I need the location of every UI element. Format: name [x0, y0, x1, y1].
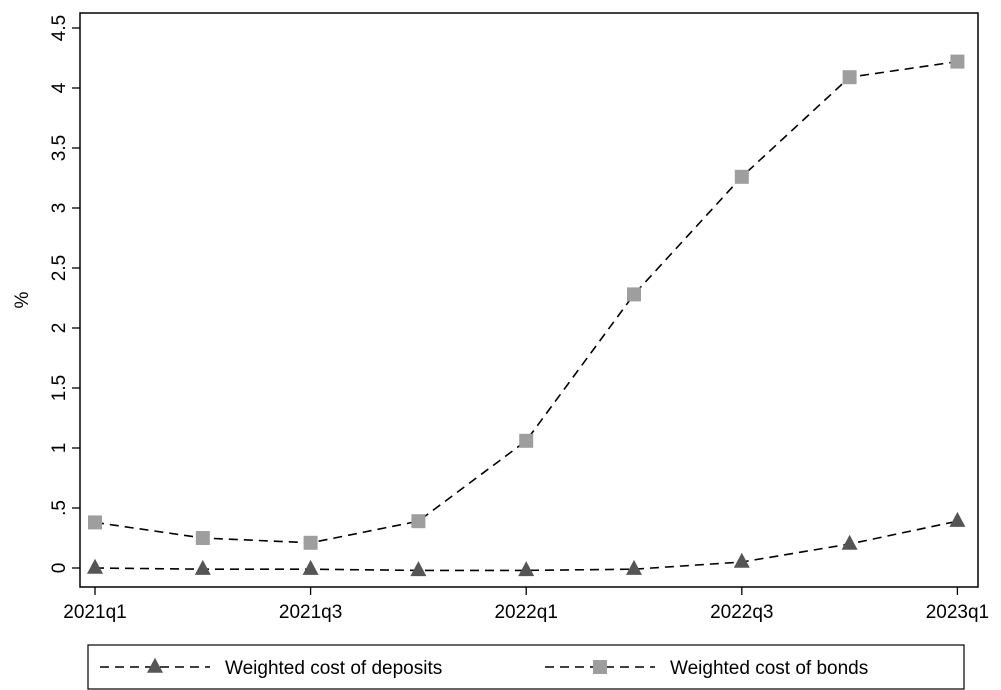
data-point	[302, 559, 319, 575]
x-tick-label: 2023q1	[926, 602, 989, 623]
data-point	[950, 54, 965, 69]
legend: Weighted cost of deposits Weighted cost o…	[87, 644, 965, 690]
legend-frame	[87, 644, 965, 690]
y-tick-label: 1	[49, 443, 70, 454]
y-tick-label: .5	[49, 500, 70, 516]
data-point	[734, 169, 749, 184]
legend-marker	[147, 657, 163, 673]
y-tick-label: 3.5	[49, 135, 70, 161]
series-deposits	[87, 511, 966, 577]
data-point	[626, 559, 642, 575]
data-point	[194, 559, 211, 575]
data-point	[949, 511, 966, 527]
x-tick-label: 2021q1	[63, 602, 126, 623]
y-tick-label: 2	[49, 323, 70, 334]
legend-entry: Weighted cost of deposits	[100, 657, 442, 679]
series-bonds	[88, 54, 965, 550]
y-tick-label: 2.5	[49, 255, 70, 281]
x-tick-label: 2022q3	[710, 602, 773, 623]
x-axis: 2021q1 2021q3 2022q1 2022q3 2023q1	[63, 587, 989, 623]
data-point	[411, 514, 426, 529]
x-tick-label: 2022q1	[494, 602, 557, 623]
y-tick-label: 1.5	[49, 375, 70, 401]
legend-label: Weighted cost of bonds	[670, 658, 868, 679]
data-point	[519, 433, 534, 448]
data-point	[733, 552, 750, 568]
data-point	[410, 561, 427, 577]
y-tick-label: 4.5	[49, 15, 70, 41]
data-point	[87, 558, 103, 574]
y-tick-label: 0	[49, 563, 70, 574]
data-point	[627, 287, 641, 302]
plot-frame	[79, 12, 979, 588]
y-tick-label: 4	[49, 82, 70, 93]
legend-marker	[593, 660, 607, 674]
series-layer	[87, 54, 966, 577]
y-tick-label: 3	[49, 203, 70, 214]
legend-entry: Weighted cost of bonds	[545, 658, 868, 679]
data-point	[88, 515, 102, 530]
series-line	[94, 60, 958, 544]
data-point	[303, 535, 318, 550]
data-point	[842, 70, 857, 85]
series-line	[94, 520, 958, 572]
data-point	[841, 534, 858, 550]
legend-label: Weighted cost of deposits	[225, 658, 442, 679]
data-point	[195, 531, 210, 545]
data-point	[518, 561, 535, 577]
y-axis-title: %	[12, 291, 33, 308]
y-axis: 0 .5 1 1.5 2 2.5 3 3.5 4 4.5	[49, 15, 80, 574]
x-tick-label: 2021q3	[279, 602, 342, 623]
